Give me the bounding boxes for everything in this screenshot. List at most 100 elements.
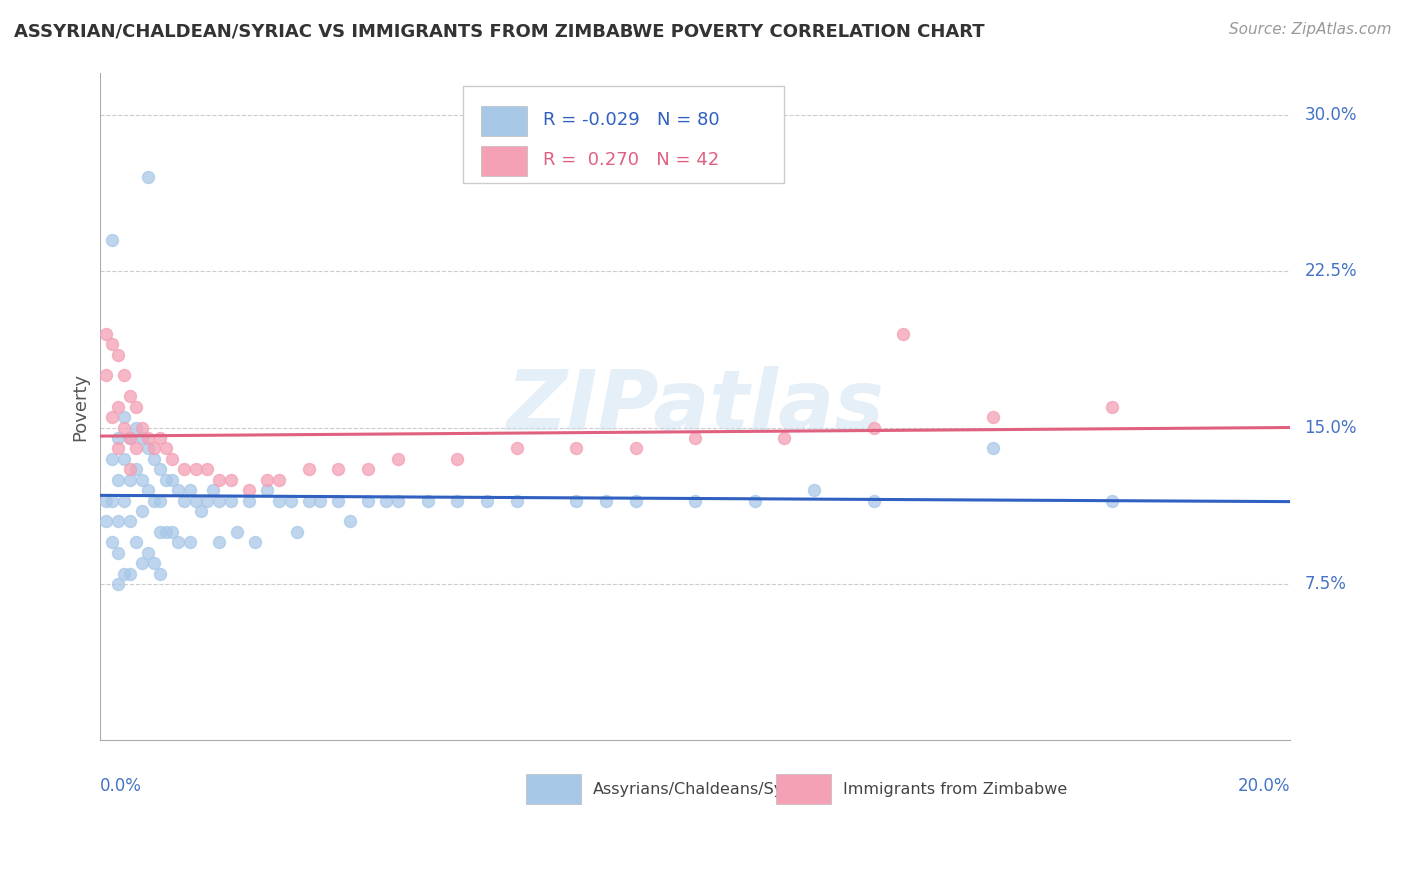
Point	[125, 535, 148, 549]
Point	[267, 473, 290, 487]
Point	[149, 493, 172, 508]
Point	[374, 493, 396, 508]
Point	[131, 420, 153, 434]
Point	[285, 524, 308, 539]
Point	[256, 483, 278, 497]
Point	[475, 493, 498, 508]
Point	[155, 524, 177, 539]
FancyBboxPatch shape	[776, 774, 831, 804]
Point	[446, 451, 468, 466]
Point	[744, 493, 766, 508]
Point	[155, 473, 177, 487]
Point	[160, 451, 183, 466]
Point	[136, 442, 159, 456]
Point	[387, 493, 409, 508]
Text: Immigrants from Zimbabwe: Immigrants from Zimbabwe	[842, 781, 1067, 797]
Text: Source: ZipAtlas.com: Source: ZipAtlas.com	[1229, 22, 1392, 37]
Point	[238, 493, 260, 508]
Point	[208, 535, 231, 549]
Text: 22.5%: 22.5%	[1305, 262, 1357, 280]
Point	[101, 410, 124, 425]
Text: 20.0%: 20.0%	[1237, 777, 1291, 795]
Text: 0.0%: 0.0%	[100, 777, 142, 795]
Point	[179, 535, 201, 549]
Point	[387, 451, 409, 466]
Point	[328, 462, 350, 476]
FancyBboxPatch shape	[463, 87, 785, 183]
Point	[197, 462, 219, 476]
Point	[862, 493, 884, 508]
Point	[149, 462, 172, 476]
FancyBboxPatch shape	[526, 774, 581, 804]
Point	[142, 442, 165, 456]
Point	[131, 431, 153, 445]
Text: Assyrians/Chaldeans/Syriacs: Assyrians/Chaldeans/Syriacs	[593, 781, 823, 797]
Point	[624, 442, 647, 456]
Point	[149, 524, 172, 539]
Text: R = -0.029   N = 80: R = -0.029 N = 80	[543, 111, 720, 128]
Point	[125, 400, 148, 414]
Point	[142, 451, 165, 466]
Text: 30.0%: 30.0%	[1305, 105, 1357, 124]
Point	[142, 493, 165, 508]
Point	[96, 326, 118, 341]
Point	[243, 535, 266, 549]
Point	[297, 462, 319, 476]
Point	[107, 400, 129, 414]
Point	[125, 442, 148, 456]
Point	[112, 420, 135, 434]
Point	[173, 493, 195, 508]
Point	[166, 535, 188, 549]
Point	[136, 483, 159, 497]
Point	[256, 473, 278, 487]
Point	[112, 368, 135, 383]
Point	[506, 493, 529, 508]
Point	[208, 493, 231, 508]
Point	[112, 410, 135, 425]
Point	[202, 483, 225, 497]
Point	[120, 515, 142, 529]
Point	[179, 483, 201, 497]
Point	[107, 431, 129, 445]
Point	[219, 473, 242, 487]
Point	[136, 431, 159, 445]
Point	[96, 493, 118, 508]
Point	[166, 483, 188, 497]
Point	[131, 556, 153, 570]
Point	[101, 451, 124, 466]
Point	[120, 473, 142, 487]
Point	[112, 566, 135, 581]
Point	[107, 546, 129, 560]
Point	[125, 420, 148, 434]
Text: 15.0%: 15.0%	[1305, 418, 1357, 436]
Point	[803, 483, 825, 497]
Point	[280, 493, 302, 508]
Y-axis label: Poverty: Poverty	[72, 373, 89, 441]
Point	[136, 170, 159, 185]
Point	[96, 515, 118, 529]
Point	[96, 368, 118, 383]
Point	[624, 493, 647, 508]
Point	[184, 462, 207, 476]
Point	[357, 462, 380, 476]
Point	[107, 577, 129, 591]
Point	[120, 566, 142, 581]
Point	[565, 442, 588, 456]
Point	[595, 493, 617, 508]
Point	[190, 504, 212, 518]
Text: ZIPatlas: ZIPatlas	[506, 367, 884, 447]
Point	[683, 493, 706, 508]
Point	[184, 493, 207, 508]
Point	[773, 431, 796, 445]
Point	[101, 233, 124, 247]
Point	[506, 442, 529, 456]
Point	[160, 473, 183, 487]
Point	[219, 493, 242, 508]
Point	[208, 473, 231, 487]
Point	[112, 493, 135, 508]
Point	[120, 431, 142, 445]
FancyBboxPatch shape	[481, 146, 527, 176]
Point	[131, 504, 153, 518]
Point	[107, 442, 129, 456]
Point	[112, 451, 135, 466]
